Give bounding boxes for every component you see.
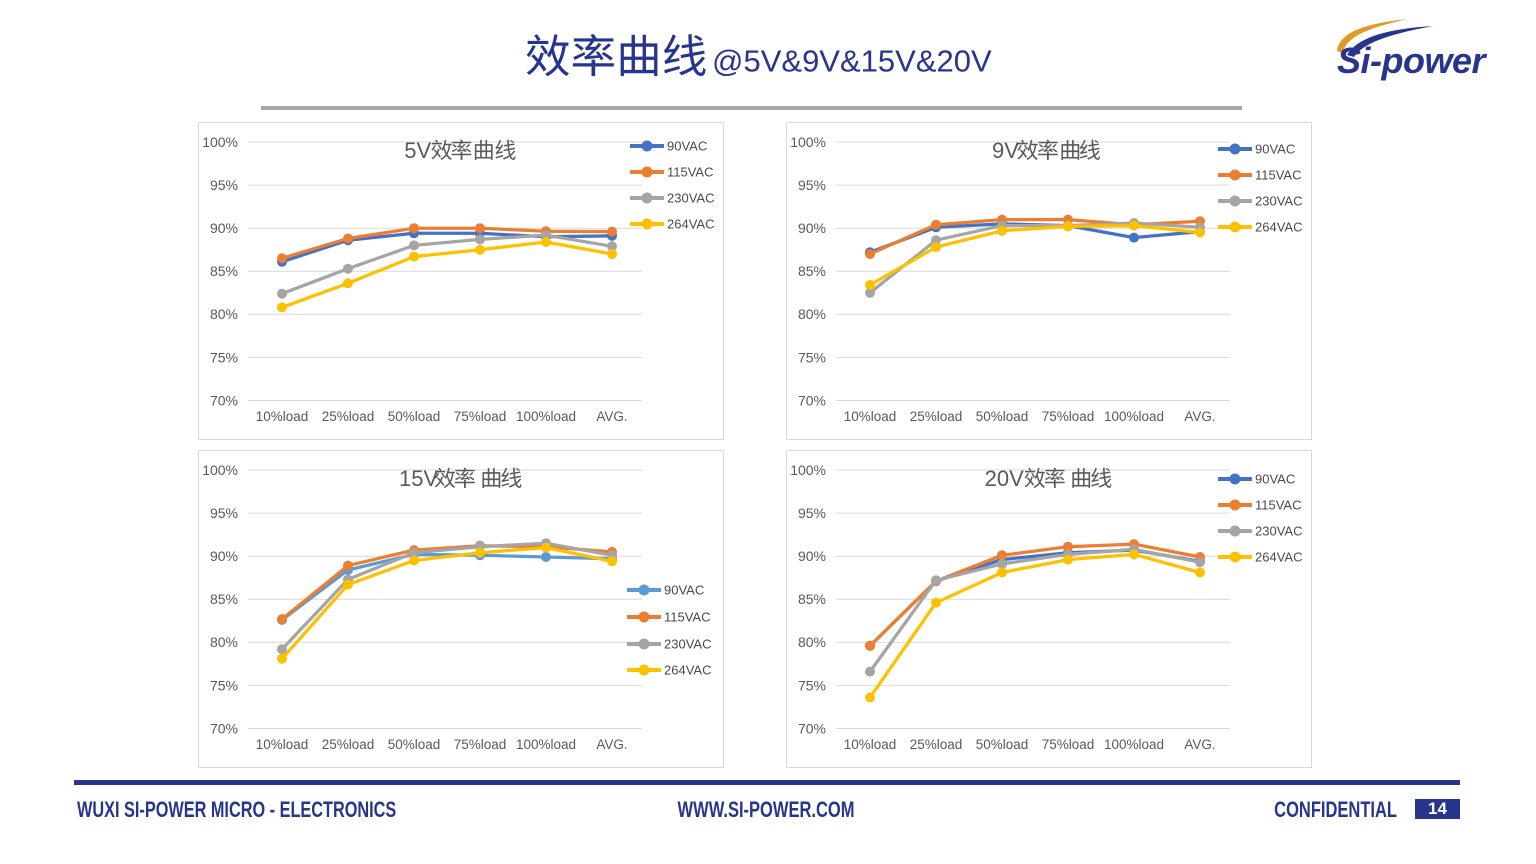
svg-text:Si-power: Si-power [1337,40,1488,81]
svg-text:70%: 70% [210,392,238,408]
svg-text:80%: 80% [798,634,826,650]
svg-text:115VAC: 115VAC [667,165,714,180]
svg-text:100%load: 100%load [516,737,576,752]
svg-text:50%load: 50%load [388,409,441,424]
svg-text:100%load: 100%load [516,409,576,424]
svg-text:100%: 100% [202,462,238,478]
svg-text:90%: 90% [210,220,238,236]
svg-text:75%: 75% [798,349,826,365]
svg-text:50%load: 50%load [976,737,1029,752]
svg-text:95%: 95% [798,177,826,193]
svg-text:10%load: 10%load [256,737,309,752]
svg-text:70%: 70% [798,720,826,736]
svg-text:95%: 95% [210,177,238,193]
svg-text:95%: 95% [798,505,826,521]
svg-text:100%: 100% [790,462,826,478]
svg-text:75%load: 75%load [1042,409,1095,424]
svg-text:AVG.: AVG. [1184,409,1215,424]
svg-text:230VAC: 230VAC [667,191,714,206]
svg-text:90%: 90% [210,548,238,564]
svg-text:100%load: 100%load [1104,737,1164,752]
svg-text:115VAC: 115VAC [1255,498,1302,513]
svg-text:264VAC: 264VAC [664,663,711,678]
svg-text:25%load: 25%load [910,737,963,752]
svg-text:90%: 90% [798,548,826,564]
svg-text:15V: 15V [399,466,438,491]
svg-text:75%: 75% [798,677,826,693]
svg-text:90VAC: 90VAC [1255,472,1295,487]
svg-text:25%load: 25%load [322,737,375,752]
svg-text:10%load: 10%load [844,737,897,752]
svg-text:70%: 70% [798,392,826,408]
svg-text:10%load: 10%load [844,409,897,424]
svg-text:85%: 85% [798,591,826,607]
svg-text:90%: 90% [798,220,826,236]
svg-text:80%: 80% [798,306,826,322]
svg-text:@5V&9V&15V&20V: @5V&9V&15V&20V [712,44,992,79]
svg-text:10%load: 10%load [256,409,309,424]
svg-text:50%load: 50%load [388,737,441,752]
svg-text:85%: 85% [210,263,238,279]
svg-text:75%load: 75%load [454,409,507,424]
svg-text:9V: 9V [992,138,1019,163]
svg-text:85%: 85% [210,591,238,607]
svg-text:80%: 80% [210,306,238,322]
svg-text:75%load: 75%load [1042,737,1095,752]
svg-text:85%: 85% [798,263,826,279]
svg-text:AVG.: AVG. [596,409,627,424]
svg-text:100%load: 100%load [1104,409,1164,424]
svg-text:75%: 75% [210,677,238,693]
svg-text:70%: 70% [210,720,238,736]
svg-text:75%: 75% [210,349,238,365]
svg-text:25%load: 25%load [322,409,375,424]
svg-text:AVG.: AVG. [1184,737,1215,752]
svg-text:264VAC: 264VAC [667,217,714,232]
svg-text:264VAC: 264VAC [1255,550,1302,565]
svg-text:115VAC: 115VAC [664,610,711,625]
svg-text:115VAC: 115VAC [1255,168,1302,183]
svg-text:75%load: 75%load [454,737,507,752]
svg-text:230VAC: 230VAC [1255,194,1302,209]
svg-text:100%: 100% [202,134,238,150]
svg-text:5V: 5V [404,138,431,163]
svg-text:90VAC: 90VAC [1255,142,1295,157]
svg-text:95%: 95% [210,505,238,521]
svg-text:90VAC: 90VAC [667,139,707,154]
svg-text:80%: 80% [210,634,238,650]
svg-text:20V: 20V [985,466,1024,491]
svg-text:50%load: 50%load [976,409,1029,424]
svg-text:230VAC: 230VAC [664,637,711,652]
svg-text:AVG.: AVG. [596,737,627,752]
svg-text:230VAC: 230VAC [1255,524,1302,539]
svg-text:264VAC: 264VAC [1255,220,1302,235]
svg-text:25%load: 25%load [910,409,963,424]
svg-text:100%: 100% [790,134,826,150]
svg-text:90VAC: 90VAC [664,583,704,598]
